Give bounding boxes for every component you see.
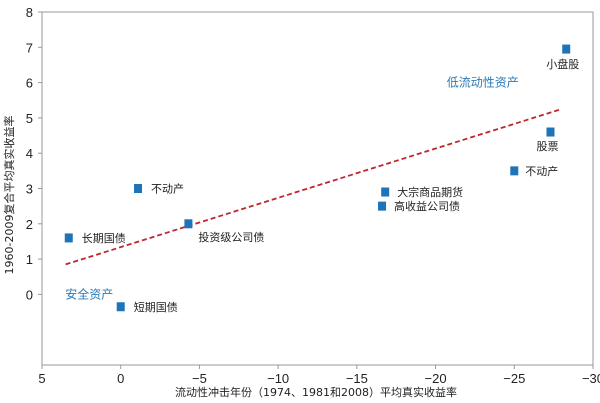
y-tick-label: 0 [26,287,33,302]
y-tick-label: 3 [26,182,33,197]
axes: 5 0 −5 −10 −15 −20 −25 −30 0 1 2 3 4 5 6 7 8 [26,5,600,386]
y-tick-label: 5 [26,111,33,126]
data-point-label: 大宗商品期货 [397,185,463,199]
data-point-label: 不动产 [151,182,184,196]
plot-frame [41,11,594,366]
data-point [378,201,387,211]
data-point [64,233,73,243]
data-point-label: 长期国债 [82,231,126,245]
data-point [184,219,193,229]
data-point-label: 高收益公司债 [394,199,460,213]
data-point-label: 不动产 [525,164,558,178]
x-tick-label: −15 [346,371,368,386]
x-tick-label: −25 [503,371,525,386]
x-tick-label: −30 [582,371,600,386]
points-group [64,44,571,312]
data-point [510,166,519,176]
data-point-label: 小盘股 [546,57,579,71]
x-tick-label: 0 [117,371,124,386]
y-tick-label: 4 [26,146,33,161]
x-tick-label: −10 [267,371,289,386]
data-point [562,44,571,54]
annotation-label: 低流动性资产 [447,76,519,90]
y-tick-label: 1 [26,252,33,267]
data-point [116,302,125,312]
trendline-group [65,108,562,266]
y-tick-label: 6 [26,76,33,91]
y-tick-label: 8 [26,5,33,20]
annotation-label: 安全资产 [65,286,113,301]
y-tick-label: 7 [26,40,33,55]
x-tick-label: −5 [192,371,207,386]
data-point-label: 投资级公司债 [198,230,264,244]
data-point [546,127,555,137]
x-axis-title: 流动性冲击年份（1974、1981和2008）平均真实收益率 [175,385,457,399]
x-tick-label: 5 [38,371,45,386]
y-axis-title: 1960-2009复合平均真实收益率 [2,116,16,275]
data-point-label: 股票 [536,140,558,153]
x-tick-label: −20 [425,371,447,386]
data-point-label: 短期国债 [134,300,178,314]
trendline [65,108,562,266]
data-point [381,187,390,197]
data-point [134,184,143,193]
y-tick-label: 2 [26,217,33,232]
